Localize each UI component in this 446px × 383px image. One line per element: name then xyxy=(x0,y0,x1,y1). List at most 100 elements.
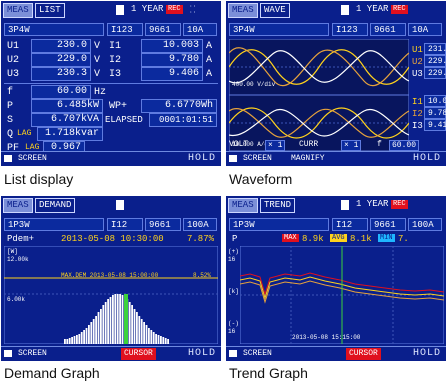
demand-bar xyxy=(140,319,143,344)
min-tag: MIN xyxy=(378,234,395,242)
demand-bar xyxy=(76,335,78,344)
wiring-box: 3P4W xyxy=(229,23,329,36)
hold-button[interactable]: HOLD xyxy=(412,348,441,359)
tab-meas[interactable]: MEAS xyxy=(228,198,258,213)
freq-value: 60.00 xyxy=(389,140,420,151)
u3-value: 230.3 xyxy=(31,67,91,81)
curr-scale: 10.000 A/div xyxy=(232,141,276,148)
i1-value: 10.01 xyxy=(424,95,446,107)
record-period: 1 YEAR xyxy=(356,4,389,14)
trend-graph-screen: MEAS TREND 1 YEAR REC 1P3W I12 9661 100A… xyxy=(226,196,446,361)
rec-badge: REC xyxy=(391,5,408,14)
rec-badge: REC xyxy=(391,200,408,209)
hold-button[interactable]: HOLD xyxy=(187,153,216,164)
f-value: 60.00 xyxy=(31,85,91,99)
demand-bar xyxy=(119,294,121,344)
i1-unit: A xyxy=(206,41,213,52)
tab-meas[interactable]: MEAS xyxy=(228,3,258,18)
bottom-bar: SCREEN CURSOR HOLD xyxy=(1,346,221,361)
tab-wave[interactable]: WAVE xyxy=(260,3,290,18)
demand-bar xyxy=(131,305,133,344)
range-box-2: 9661 xyxy=(370,218,406,231)
f-label: f xyxy=(7,87,14,98)
volt-zoom[interactable]: × 1 xyxy=(265,140,286,151)
caption-waveform: Waveform xyxy=(229,171,293,187)
i3-value: 9.41 xyxy=(424,119,446,131)
voltage-wave-2 xyxy=(229,47,409,87)
hold-button[interactable]: HOLD xyxy=(412,153,441,164)
trend-y-bottom: 16 xyxy=(228,328,236,335)
i2-value: 9.780 xyxy=(141,53,203,67)
volt-label: VOLT xyxy=(229,140,249,149)
tab-demand[interactable]: DEMAND xyxy=(35,198,76,213)
wiring-box: 1P3W xyxy=(229,218,329,231)
u3-unit: V xyxy=(94,69,101,80)
f-unit: Hz xyxy=(94,87,107,98)
u1-value: 230.0 xyxy=(31,39,91,53)
bottom-bar: SCREEN MAGNIFY HOLD xyxy=(226,151,446,166)
min-value: 7. xyxy=(398,234,409,244)
i1-label: I1 xyxy=(109,41,122,52)
trend-min-line xyxy=(240,280,444,304)
range-box-1: I12 xyxy=(332,218,368,231)
screen-button[interactable]: SCREEN xyxy=(18,349,47,358)
demand-bar xyxy=(164,338,167,344)
demand-bar xyxy=(95,316,97,344)
trend-cursor-time: 2013-05-08 15:15:00 xyxy=(292,334,361,341)
curr-zoom[interactable]: × 1 xyxy=(341,140,362,151)
tab-trend[interactable]: TREND xyxy=(260,198,296,213)
tab-meas[interactable]: MEAS xyxy=(3,3,33,18)
range-box-3: 100A xyxy=(408,218,442,231)
u1-label: U1 xyxy=(7,41,20,52)
trend-y-unit: [k] xyxy=(228,288,239,295)
range-box-1: I123 xyxy=(107,23,143,36)
hold-button[interactable]: HOLD xyxy=(187,348,216,359)
trend-avg-line xyxy=(240,276,444,300)
trend-max-line xyxy=(240,272,444,296)
u2-label: U2 xyxy=(412,57,423,67)
voltage-wave-1 xyxy=(229,49,409,85)
bottom-bar: SCREEN CURSOR HOLD xyxy=(226,346,446,361)
memory-card-icon xyxy=(116,200,124,210)
memory-card-icon xyxy=(341,200,349,210)
top-bar: MEAS LIST 1 YEAR REC ·· ·· xyxy=(1,1,221,19)
screen-button[interactable]: SCREEN xyxy=(243,349,272,358)
demand-bar xyxy=(162,337,165,344)
demand-bar xyxy=(66,339,69,344)
range-box-2: 9661 xyxy=(370,23,406,36)
range-box-1: I12 xyxy=(107,218,143,231)
demand-bar xyxy=(97,312,100,344)
freq-label: f xyxy=(377,140,382,149)
i2-unit: A xyxy=(206,55,213,66)
demand-param: Pdem+ xyxy=(7,234,35,244)
demand-bar xyxy=(167,339,169,344)
s-label: S xyxy=(7,115,14,126)
volt-scale: 400.00 V/div xyxy=(232,81,276,88)
s-value: 6.707kVA xyxy=(31,113,103,127)
divider xyxy=(4,83,218,84)
magnify-button[interactable]: MAGNIFY xyxy=(291,154,325,163)
screen-button[interactable]: SCREEN xyxy=(243,154,272,163)
q-value: 1.718kvar xyxy=(37,127,103,141)
record-period: 1 YEAR xyxy=(356,199,389,209)
memory-card-icon xyxy=(116,5,124,15)
u1-label: U1 xyxy=(412,45,423,55)
top-bar: MEAS WAVE 1 YEAR REC xyxy=(226,1,446,19)
tab-meas[interactable]: MEAS xyxy=(3,198,33,213)
demand-bar xyxy=(71,337,73,344)
demand-bar xyxy=(64,339,66,344)
max-tag: MAX xyxy=(282,234,299,242)
range-box-3: 10A xyxy=(183,23,217,36)
cursor-button[interactable]: CURSOR xyxy=(121,348,156,360)
maxdem-pct: 8.52% xyxy=(193,272,212,279)
screen-button[interactable]: SCREEN xyxy=(18,154,47,163)
demand-bar xyxy=(90,322,93,344)
u3-label: U3 xyxy=(7,69,20,80)
cursor-button[interactable]: CURSOR xyxy=(346,348,381,360)
trend-plot xyxy=(240,246,444,344)
bottom-bar: SCREEN HOLD xyxy=(1,151,221,166)
current-wave-2 xyxy=(229,108,409,138)
tab-list[interactable]: LIST xyxy=(35,3,65,18)
screen-icon xyxy=(4,155,12,162)
q-label: Q xyxy=(7,129,14,140)
